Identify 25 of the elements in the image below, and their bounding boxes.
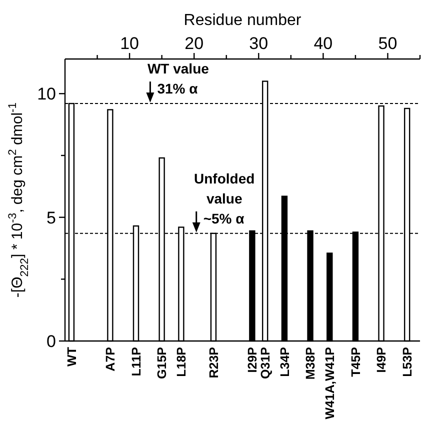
y-tick-label: 10	[37, 84, 56, 104]
y-tick-label: 5	[46, 208, 56, 228]
x-tick-label: 30	[249, 34, 268, 53]
annotation: M38P	[304, 347, 318, 380]
x-tick-label: 40	[314, 34, 333, 53]
y-tick-label: 0	[46, 332, 56, 351]
x-tick-label: 20	[184, 34, 204, 53]
annotation: WT value 31% α	[147, 60, 210, 97]
annotation: I29P	[246, 347, 260, 373]
annotation: L53P	[400, 347, 414, 377]
x-tick-label: 10	[120, 34, 140, 53]
annotation: T45P	[348, 347, 363, 377]
annotation: Q31P	[258, 347, 272, 379]
annotation: L11P	[129, 347, 144, 376]
annotation: L18P	[174, 347, 189, 377]
annotation: Unfolded value ~5% α	[194, 170, 255, 226]
annotation: G15P	[155, 347, 170, 379]
annotation: L34P	[278, 347, 292, 377]
x-axis-title: Residue number	[184, 12, 302, 29]
annotation: WT	[64, 346, 79, 366]
annotation: I49P	[374, 347, 389, 373]
annotation: R23P	[206, 347, 221, 378]
annotation: W41A,W41P	[323, 347, 338, 420]
annotation: A7P	[104, 347, 118, 372]
x-tick-label: 50	[378, 34, 398, 53]
